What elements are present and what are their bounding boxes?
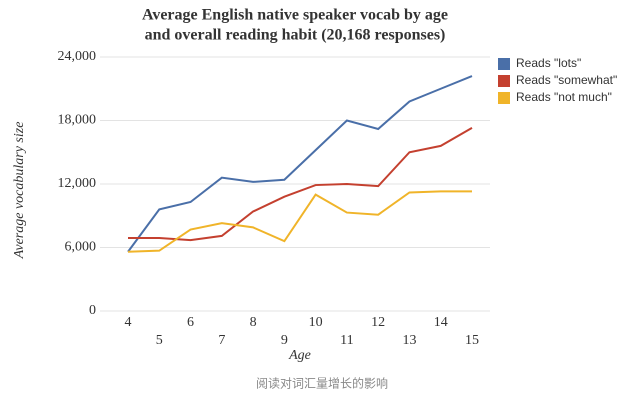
chart-title: and overall reading habit (20,168 respon… bbox=[145, 27, 446, 44]
x-tick-label: 9 bbox=[281, 333, 288, 348]
x-tick-label: 11 bbox=[340, 333, 353, 348]
y-tick-label: 6,000 bbox=[65, 240, 97, 255]
legend-label: Reads "lots" bbox=[516, 56, 581, 70]
x-tick-label: 6 bbox=[187, 315, 194, 330]
legend-swatch bbox=[498, 92, 510, 104]
legend-swatch bbox=[498, 75, 510, 87]
series-line bbox=[127, 75, 473, 253]
y-axis-label: Average vocabulary size bbox=[12, 122, 27, 260]
y-tick-label: 0 bbox=[89, 303, 96, 318]
x-tick-label: 12 bbox=[371, 315, 385, 330]
y-tick-label: 24,000 bbox=[58, 49, 97, 64]
x-axis-label: Age bbox=[288, 348, 311, 363]
y-tick-label: 18,000 bbox=[58, 113, 97, 128]
x-tick-label: 13 bbox=[402, 333, 416, 348]
y-tick-label: 12,000 bbox=[58, 176, 97, 191]
x-tick-label: 8 bbox=[250, 315, 257, 330]
series-line bbox=[127, 190, 472, 253]
caption: 阅读对词汇量增长的影响 bbox=[256, 376, 388, 391]
chart-title: Average English native speaker vocab by … bbox=[142, 7, 448, 24]
legend-label: Reads "not much" bbox=[516, 90, 612, 104]
x-tick-label: 14 bbox=[434, 315, 448, 330]
x-tick-label: 15 bbox=[465, 333, 479, 348]
legend-label: Reads "somewhat" bbox=[516, 73, 617, 87]
x-tick-label: 4 bbox=[125, 315, 132, 330]
x-tick-label: 10 bbox=[309, 315, 323, 330]
series-line bbox=[128, 127, 473, 242]
x-tick-label: 7 bbox=[218, 333, 225, 348]
x-tick-label: 5 bbox=[156, 333, 163, 348]
legend-swatch bbox=[498, 58, 510, 70]
